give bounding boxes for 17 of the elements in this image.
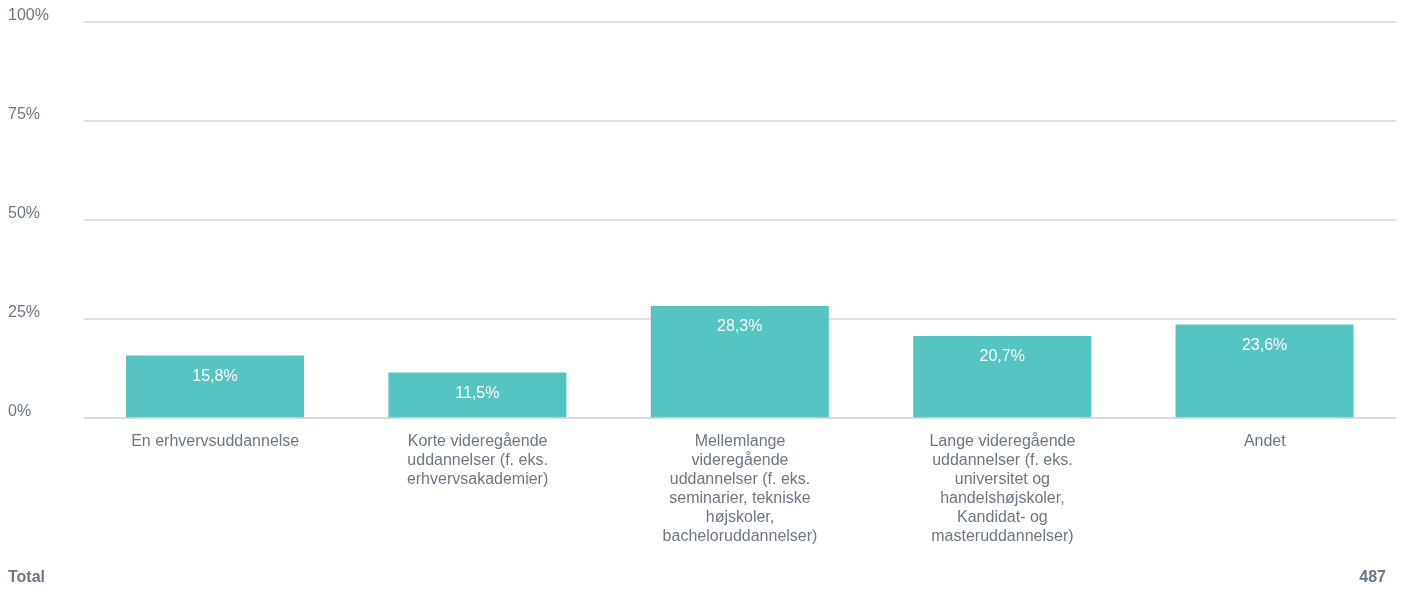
y-tick-label: 25% <box>8 302 41 320</box>
x-tick-label: Andet <box>1243 432 1287 449</box>
y-tick-label: 0% <box>8 401 32 419</box>
data-label: 15,8% <box>192 366 238 384</box>
data-label: 20,7% <box>979 347 1025 365</box>
y-tick-label: 100% <box>8 5 49 23</box>
text: 487 <box>1359 568 1386 586</box>
x-tick-label: Mellemlange videregående uddannelser (f. eks. seminarier, tekniske højskoler, bacheloruddannelser) <box>662 432 818 544</box>
data-label: 11,5% <box>455 383 500 401</box>
x-tick-label: En erhvervsuddannelse <box>131 432 300 449</box>
data-label: 28,3% <box>717 317 763 335</box>
x-tick-label: Korte videregående uddannelser (f. eks. erhvervsakademier) <box>406 432 549 487</box>
y-tick-label: 50% <box>8 203 41 221</box>
x-tick-label: Lange videregående uddannelser (f. eks. universitet og handelshøjskoler, Kandidat- og masteruddannelser) <box>929 432 1076 544</box>
data-label: 23,6% <box>1241 335 1288 353</box>
text: Total <box>8 568 46 586</box>
y-tick-label: 75% <box>8 104 41 122</box>
